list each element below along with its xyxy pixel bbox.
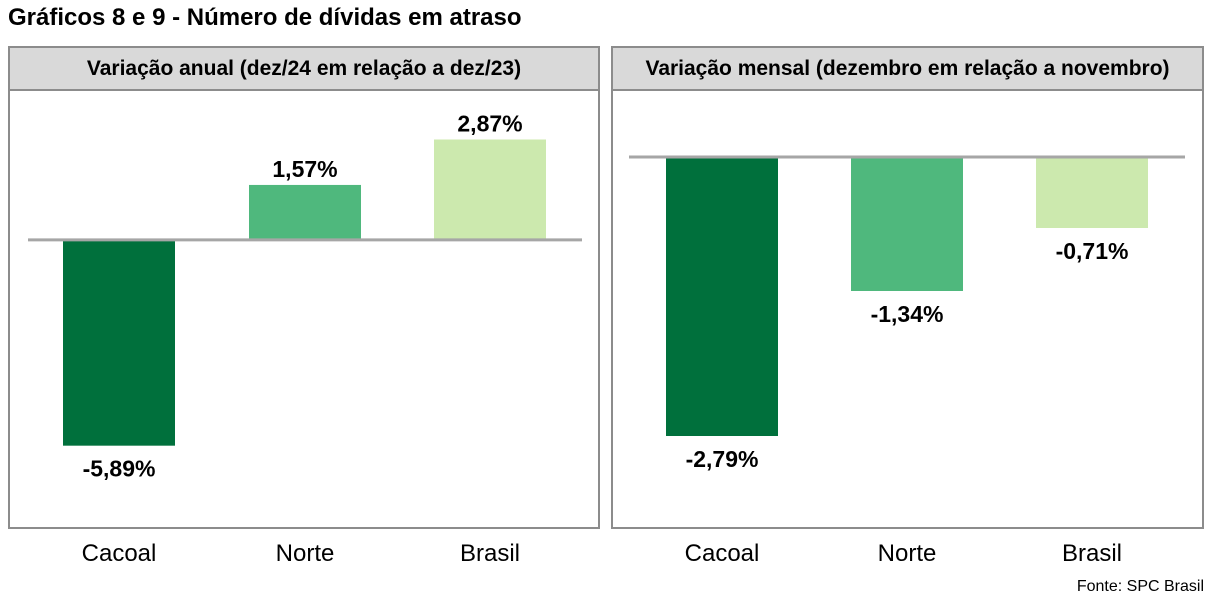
data-label: -0,71%	[1056, 238, 1129, 264]
bar-norte	[851, 157, 963, 291]
bar-norte	[249, 184, 361, 240]
data-label: -2,79%	[686, 446, 759, 472]
category-axis-labels: Cacoal Norte Brasil Cacoal Norte Brasil	[82, 540, 1122, 567]
data-label: 2,87%	[457, 111, 522, 137]
chart-title-annual: Variação anual (dez/24 em relação a dez/…	[10, 48, 598, 91]
data-label: -5,89%	[83, 456, 156, 482]
bar-brasil	[1036, 157, 1148, 228]
category-label: Norte	[878, 540, 937, 567]
category-label: Brasil	[460, 540, 520, 567]
data-label: -1,34%	[871, 301, 944, 327]
category-label: Norte	[276, 540, 335, 567]
data-label: 1,57%	[272, 156, 337, 182]
chart-panel-annual: Variação anual (dez/24 em relação a dez/…	[8, 46, 600, 529]
bar-cacoal	[63, 239, 175, 446]
category-label: Cacoal	[82, 540, 157, 567]
chart-plot-annual: -5,89% 1,57% 2,87%	[28, 111, 582, 482]
chart-title-monthly: Variação mensal (dezembro em relação a n…	[613, 48, 1202, 91]
page-title: Gráficos 8 e 9 - Número de dívidas em at…	[8, 4, 522, 31]
bar-cacoal	[666, 157, 778, 436]
category-label: Brasil	[1062, 540, 1122, 567]
category-label: Cacoal	[685, 540, 760, 567]
source-note: Fonte: SPC Brasil	[1076, 578, 1204, 595]
bar-brasil	[434, 139, 546, 240]
chart-panel-monthly: Variação mensal (dezembro em relação a n…	[611, 46, 1204, 529]
chart-plot-monthly: -2,79% -1,34% -0,71%	[629, 155, 1185, 472]
